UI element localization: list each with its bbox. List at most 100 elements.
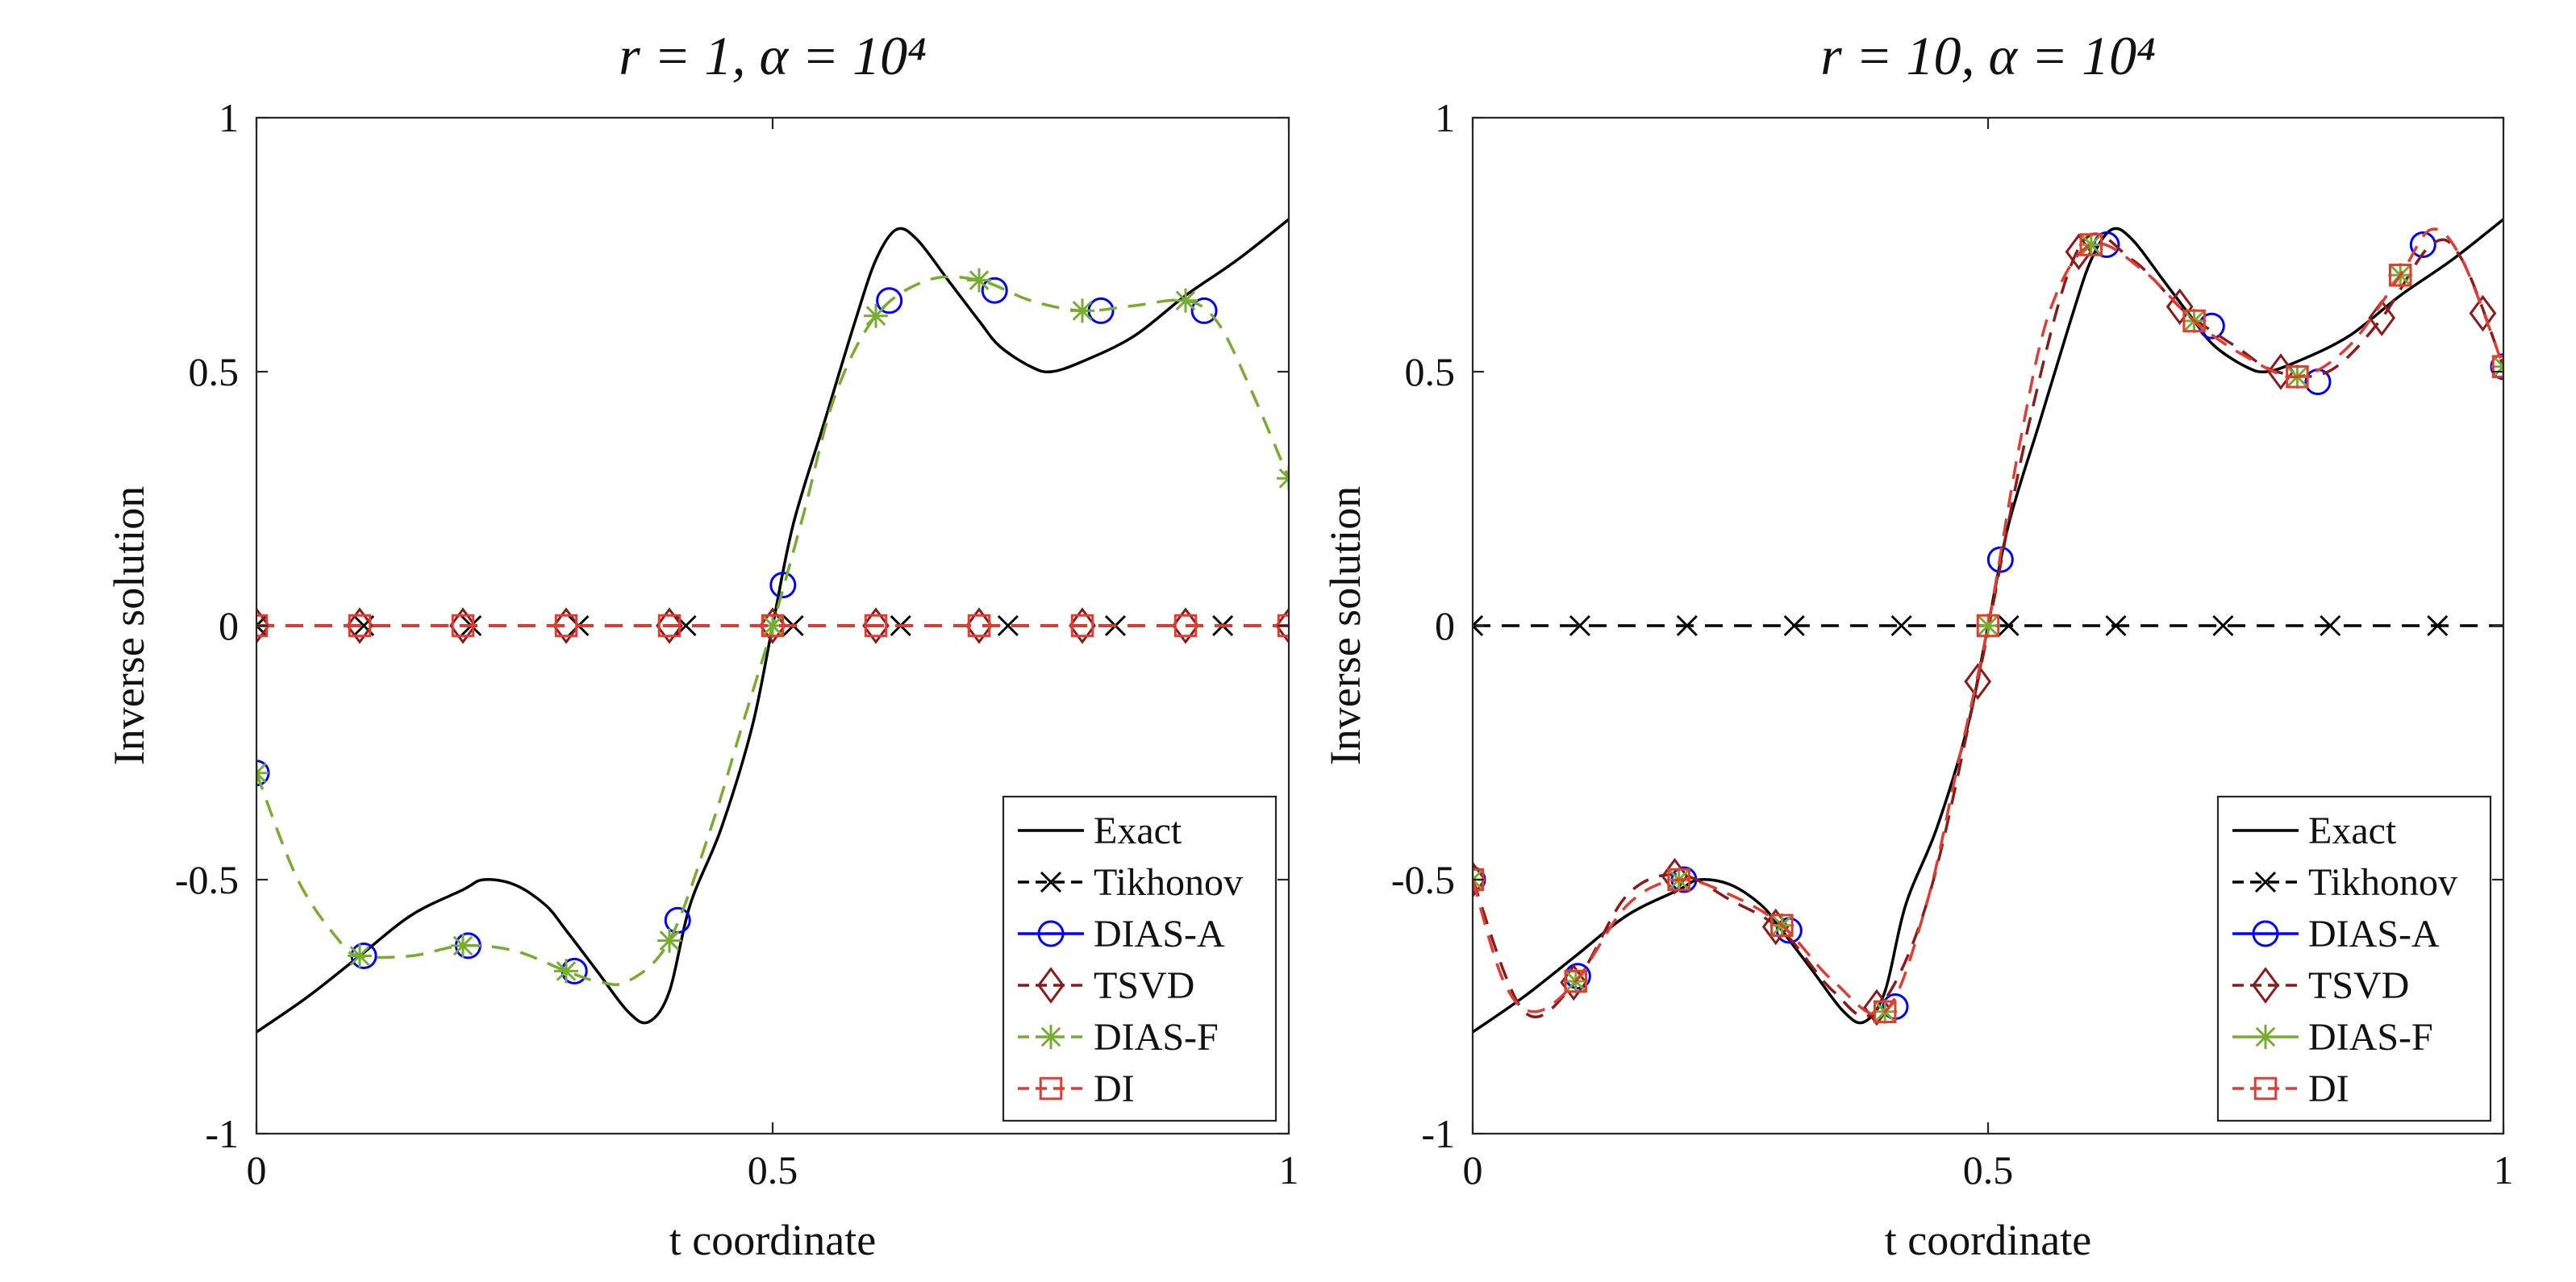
panel-1-xtick-label: 0.5 xyxy=(748,1147,798,1193)
panel-1-marker-dias-a xyxy=(769,572,797,599)
panel-2-legend-marker xyxy=(2254,871,2277,893)
panel-2-legend-item-di: DI xyxy=(2232,1068,2349,1110)
panel-1-marker-tsvd xyxy=(1069,607,1096,644)
panel-1-ytick-label: -0.5 xyxy=(175,857,239,902)
panel-2-ytick-label: 0 xyxy=(1435,603,1455,648)
panel-1-marker-tsvd xyxy=(759,607,786,644)
panel-2-marker-tsvd xyxy=(2368,299,2396,336)
panel-1-marker-dias-a xyxy=(981,277,1008,304)
panel-1-legend-label: Tikhonov xyxy=(1094,861,1243,904)
panel-2-legend: Exact Tikhonov DIAS-A TSVD DIAS-F DI xyxy=(2216,795,2492,1122)
panel-1-marker-dias-a xyxy=(1190,297,1218,324)
panel-2-legend-marker xyxy=(2253,1025,2278,1049)
panel-2-marker-tikhonov xyxy=(1783,614,1805,637)
panel-1-ytick-label: 0 xyxy=(219,603,239,648)
panel-2-legend-marker xyxy=(2253,1076,2278,1101)
panel-1-legend-item-exact: Exact xyxy=(1018,810,1182,852)
panel-1-legend-box xyxy=(1002,795,1278,1122)
panel-1-legend-item-dias-f: DIAS-F xyxy=(1018,1016,1219,1059)
panel-1-marker-dias-f xyxy=(657,928,682,953)
panel-1-legend-marker xyxy=(1040,871,1062,893)
panel-1-legend-marker xyxy=(1039,1076,1063,1101)
panel-2-ytick-label: 1 xyxy=(1435,95,1455,140)
panel-2-marker-di xyxy=(2388,264,2412,287)
panel-1-marker-tsvd xyxy=(346,607,373,644)
panel-1-legend-item-di: DI xyxy=(1018,1068,1135,1110)
panel-1-legend: Exact Tikhonov DIAS-A TSVD DIAS-F DI xyxy=(1002,795,1278,1122)
panel-2-marker-tsvd xyxy=(1761,908,1790,946)
panel-1-marker-di xyxy=(451,614,475,638)
panel-2-ytick-label: 0.5 xyxy=(1405,349,1456,394)
panel-1-marker-dias-f xyxy=(1070,298,1094,323)
panel-2-ylabel: Inverse solution xyxy=(1321,486,1369,765)
panel-2-legend-item-dias-f: DIAS-F xyxy=(2232,1016,2433,1059)
panel-1-legend-label: DIAS-A xyxy=(1094,913,1225,955)
panel-1-ytick-label: 1 xyxy=(219,95,239,140)
panel-2-marker-tsvd xyxy=(1661,857,1689,895)
panel-1-marker-dias-f xyxy=(967,268,991,293)
panel-2-marker-tikhonov xyxy=(1473,614,1484,637)
panel-2-legend-label: DIAS-F xyxy=(2308,1016,2433,1059)
panel-1: r = 1, α = 10⁴ 0 0.5 1 -1 -0.5 0 0.5 1 t coordina… xyxy=(105,25,1299,1264)
panel-2-marker-dias-f xyxy=(2078,232,2103,257)
panel-1-marker-dias-f xyxy=(451,933,475,958)
panel-2-plot-area xyxy=(1473,218,2503,1034)
panel-2-marker-tikhonov xyxy=(1998,614,2020,637)
panel-1-marker-tsvd xyxy=(449,607,477,644)
panel-2-marker-tsvd xyxy=(2469,294,2497,332)
panel-2-legend-item-dias-a: DIAS-A xyxy=(2232,913,2440,955)
panel-2-legend-item-exact: Exact xyxy=(2232,810,2397,852)
panel-2-marker-tikhonov xyxy=(1890,614,1912,637)
panel-2-xtick-label: 1 xyxy=(2494,1147,2514,1193)
panel-1-marker-dias-f xyxy=(1173,288,1198,313)
panel-2-marker-tikhonov xyxy=(2427,614,2449,637)
panel-1-ytick-label: 0.5 xyxy=(189,349,240,394)
panel-1-marker-dias-a xyxy=(876,287,903,314)
panel-1-marker-di xyxy=(1070,614,1094,638)
panel-1-marker-dias-f xyxy=(761,614,785,638)
panel-1-legend-item-tsvd: TSVD xyxy=(1018,964,1194,1007)
panel-1-marker-tsvd xyxy=(552,607,580,644)
panel-1-ylabel: Inverse solution xyxy=(105,486,153,765)
panel-1-marker-tsvd xyxy=(1275,607,1289,644)
panel-2-marker-di xyxy=(1667,868,1690,892)
panel-2-marker-di xyxy=(2079,233,2103,256)
panel-1-legend-label: Exact xyxy=(1094,810,1182,852)
panel-2-marker-di xyxy=(1976,614,2000,638)
panel-2-marker-di xyxy=(2491,355,2503,378)
panel-2-legend-label: Tikhonov xyxy=(2308,861,2457,904)
panel-2-legend-box xyxy=(2216,795,2492,1122)
panel-1-marker-di xyxy=(1173,614,1198,638)
panel-1-legend-marker xyxy=(1039,1025,1063,1049)
panel-1-marker-di xyxy=(348,614,372,638)
panel-2-marker-dias-a xyxy=(2409,231,2436,258)
panel-2-marker-tikhonov xyxy=(2105,614,2127,637)
panel-1-xtick-label: 1 xyxy=(1279,1147,1299,1193)
panel-1-marker-di xyxy=(657,614,682,638)
panel-2-series-tikhonov xyxy=(1473,614,2503,637)
panel-1-marker-di xyxy=(554,614,578,638)
panel-1-series-tsvd xyxy=(256,607,1289,644)
panel-2-xtick-label: 0.5 xyxy=(1963,1147,2014,1193)
panel-2-marker-dias-f xyxy=(1976,614,2000,638)
panel-1-xlabel: t coordinate xyxy=(669,1216,876,1264)
panel-1-marker-tsvd xyxy=(862,607,890,644)
panel-2-marker-di xyxy=(1770,914,1794,937)
panel-2-xtick-label: 0 xyxy=(1463,1147,1483,1193)
panel-2-legend-label: Exact xyxy=(2308,810,2397,852)
panel-2-marker-di xyxy=(2182,309,2206,333)
panel-2-marker-tsvd xyxy=(2165,288,2194,326)
panel-2-ytick-label: -1 xyxy=(1421,1111,1455,1156)
panel-2-legend-label: TSVD xyxy=(2308,964,2409,1007)
panel-2-marker-tikhonov xyxy=(2320,614,2341,637)
panel-2-legend-marker xyxy=(2252,920,2279,947)
panel-2-marker-di xyxy=(2286,365,2309,389)
panel-2-legend-label: DIAS-A xyxy=(2308,913,2440,955)
panel-2-marker-tsvd xyxy=(1964,663,1992,701)
panel-2-marker-di xyxy=(1873,1000,1897,1024)
panel-1-legend-marker xyxy=(1037,920,1065,947)
panel-2-ytick-label: -0.5 xyxy=(1391,857,1455,902)
panel-1-ytick-label: -1 xyxy=(205,1111,239,1156)
panel-1-marker-tsvd xyxy=(965,607,993,644)
